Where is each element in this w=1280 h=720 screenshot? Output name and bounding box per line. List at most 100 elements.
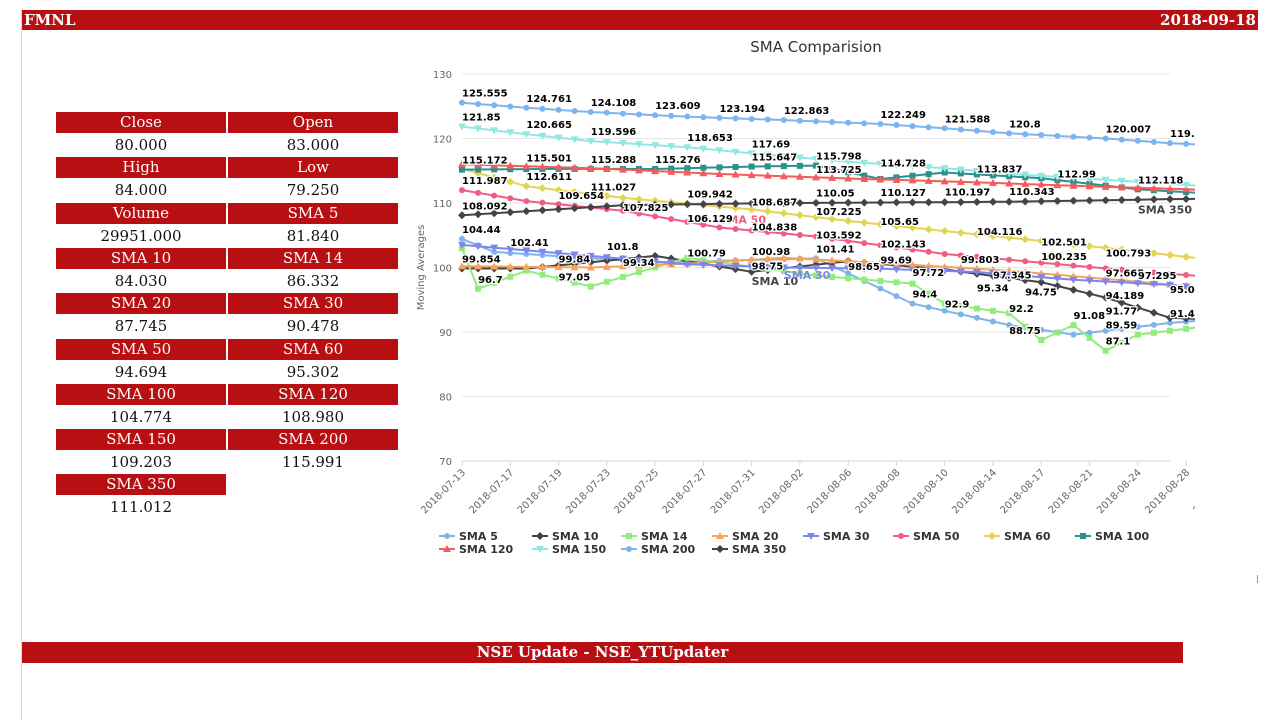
data-point	[1037, 278, 1046, 287]
data-point	[956, 228, 965, 237]
data-label: 102.501	[1041, 237, 1087, 248]
data-point	[813, 272, 819, 279]
data-point	[1038, 337, 1045, 344]
data-label: 92.2	[1009, 304, 1034, 315]
data-point	[747, 150, 756, 158]
data-point	[507, 166, 514, 173]
data-point	[715, 262, 724, 270]
data-point	[940, 267, 949, 275]
data-point	[602, 202, 611, 211]
data-point	[989, 197, 997, 206]
x-tick-label: 2018-07-27	[661, 467, 710, 516]
data-point	[845, 119, 852, 126]
data-label: 100.793	[1106, 248, 1152, 259]
data-point	[1167, 319, 1173, 326]
data-point	[1038, 132, 1045, 139]
data-point	[1134, 137, 1141, 144]
stat-open: Open 83.000	[228, 112, 398, 157]
data-point	[828, 173, 837, 181]
data-point	[845, 237, 852, 244]
data-point	[554, 186, 563, 195]
stat-sma-20: SMA 20 87.745	[56, 293, 226, 338]
data-point	[829, 235, 836, 242]
data-point	[1183, 140, 1190, 147]
data-point	[1037, 172, 1046, 180]
data-point	[813, 118, 819, 125]
stat-label: SMA 150	[56, 429, 226, 451]
data-point	[716, 545, 724, 553]
data-point	[536, 532, 544, 540]
data-label: 94.4	[913, 290, 938, 301]
data-point	[990, 318, 996, 325]
stat-value: 81.840	[286, 226, 340, 245]
data-point	[1080, 533, 1086, 539]
data-point	[876, 258, 885, 266]
data-point	[747, 255, 756, 263]
data-point	[1021, 272, 1030, 280]
data-point	[1166, 184, 1174, 192]
data-label: 99.803	[961, 255, 1000, 266]
data-point	[747, 263, 756, 271]
data-point	[892, 266, 901, 274]
data-point	[732, 115, 739, 122]
data-point	[941, 307, 948, 314]
data-label: 122.863	[784, 106, 830, 117]
data-point	[732, 226, 739, 233]
data-point	[845, 169, 852, 176]
data-point	[602, 262, 611, 270]
data-point	[845, 275, 852, 282]
data-point	[796, 117, 803, 124]
data-point	[860, 159, 869, 167]
data-point	[555, 106, 562, 113]
series-end-label: SMA 10	[752, 275, 799, 288]
data-label: 96.7	[478, 275, 503, 286]
stat-sma-350: SMA 350 111.012	[56, 474, 226, 519]
data-point	[636, 210, 642, 217]
footer-title: NSE Update - NSE_YTUpdater	[476, 643, 729, 661]
data-point	[618, 262, 627, 270]
data-point	[491, 192, 498, 199]
data-point	[844, 198, 853, 207]
data-point	[1149, 308, 1158, 317]
data-point	[973, 127, 980, 134]
data-point	[652, 112, 659, 119]
stat-value: 108.980	[281, 407, 345, 426]
data-point	[555, 201, 562, 208]
data-label: 114.728	[880, 159, 926, 170]
data-point	[716, 532, 724, 539]
data-point	[618, 165, 627, 173]
data-label: 115.501	[526, 154, 572, 165]
x-tick-label: 2018-07-23	[564, 467, 613, 516]
stat-label: Low	[228, 157, 398, 179]
data-point	[828, 214, 837, 223]
data-point	[1006, 130, 1013, 137]
series-end-label: SMA 30	[784, 269, 831, 282]
data-point	[924, 261, 933, 269]
data-point	[1133, 303, 1142, 312]
y-tick-label: 130	[433, 70, 452, 81]
data-label: 100.79	[687, 248, 726, 259]
data-point	[1102, 347, 1109, 354]
data-point	[956, 268, 965, 276]
legend-entry: SMA 20	[732, 530, 779, 543]
data-point	[554, 250, 563, 258]
data-label: 110.127	[880, 188, 926, 199]
data-point	[635, 195, 643, 204]
data-label: 102.143	[880, 240, 926, 251]
data-point	[491, 102, 498, 109]
legend-entry: SMA 30	[823, 530, 870, 543]
data-point	[892, 198, 901, 207]
stat-sma-100: SMA 100 104.774	[56, 383, 226, 429]
legend-entry: SMA 150	[552, 543, 607, 556]
data-label: 115.798	[816, 152, 862, 163]
data-point	[683, 261, 692, 269]
data-point	[715, 199, 724, 208]
data-point	[972, 178, 981, 186]
sma-chart: SMA Comparision 70 80 90 100 110 120 130 Moving …	[405, 34, 1280, 564]
data-point	[1133, 280, 1142, 288]
data-point	[1006, 256, 1013, 263]
stat-value: 115.991	[281, 453, 345, 472]
data-point	[1085, 242, 1094, 251]
data-point	[973, 305, 980, 312]
stat-sma-60: SMA 60 95.302	[228, 338, 398, 384]
